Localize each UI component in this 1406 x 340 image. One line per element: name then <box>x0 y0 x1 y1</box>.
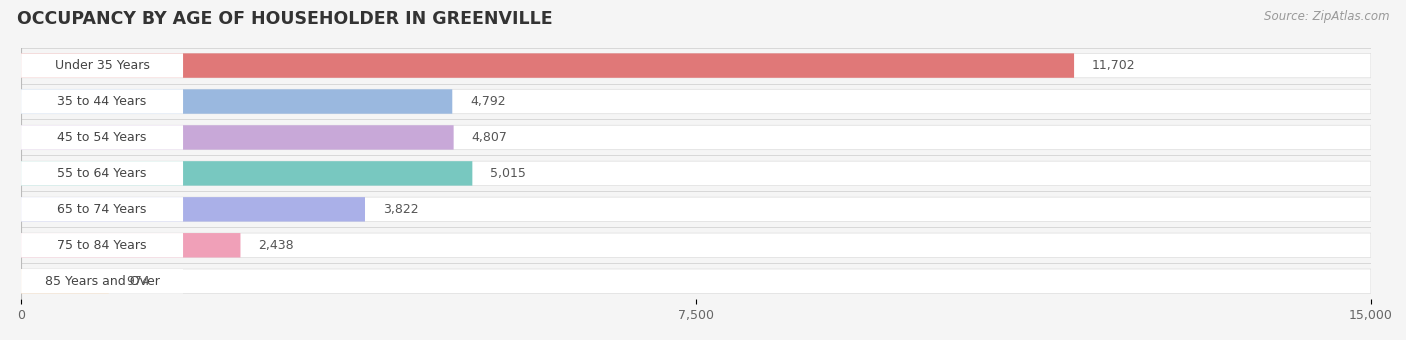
Text: 55 to 64 Years: 55 to 64 Years <box>58 167 146 180</box>
Text: 974: 974 <box>127 275 150 288</box>
Text: OCCUPANCY BY AGE OF HOUSEHOLDER IN GREENVILLE: OCCUPANCY BY AGE OF HOUSEHOLDER IN GREEN… <box>17 10 553 28</box>
Text: 65 to 74 Years: 65 to 74 Years <box>58 203 146 216</box>
Text: 85 Years and Over: 85 Years and Over <box>45 275 159 288</box>
Text: 45 to 54 Years: 45 to 54 Years <box>58 131 146 144</box>
Text: 35 to 44 Years: 35 to 44 Years <box>58 95 146 108</box>
FancyBboxPatch shape <box>21 233 1371 257</box>
FancyBboxPatch shape <box>21 269 183 293</box>
Text: 5,015: 5,015 <box>491 167 526 180</box>
Text: 4,807: 4,807 <box>471 131 508 144</box>
FancyBboxPatch shape <box>21 125 454 150</box>
FancyBboxPatch shape <box>21 89 183 114</box>
Text: Under 35 Years: Under 35 Years <box>55 59 149 72</box>
FancyBboxPatch shape <box>21 269 1371 293</box>
FancyBboxPatch shape <box>21 53 183 78</box>
FancyBboxPatch shape <box>21 53 1074 78</box>
Text: Source: ZipAtlas.com: Source: ZipAtlas.com <box>1264 10 1389 23</box>
FancyBboxPatch shape <box>21 53 1371 78</box>
FancyBboxPatch shape <box>21 125 183 150</box>
FancyBboxPatch shape <box>21 197 366 222</box>
FancyBboxPatch shape <box>21 233 183 257</box>
Text: 3,822: 3,822 <box>382 203 419 216</box>
FancyBboxPatch shape <box>21 161 183 186</box>
FancyBboxPatch shape <box>21 89 1371 114</box>
Text: 2,438: 2,438 <box>259 239 294 252</box>
Text: 4,792: 4,792 <box>470 95 506 108</box>
Text: 11,702: 11,702 <box>1092 59 1136 72</box>
FancyBboxPatch shape <box>21 233 240 257</box>
FancyBboxPatch shape <box>21 197 1371 222</box>
FancyBboxPatch shape <box>21 89 453 114</box>
FancyBboxPatch shape <box>21 161 1371 186</box>
FancyBboxPatch shape <box>21 197 183 222</box>
FancyBboxPatch shape <box>21 125 1371 150</box>
FancyBboxPatch shape <box>21 161 472 186</box>
FancyBboxPatch shape <box>21 269 108 293</box>
Text: 75 to 84 Years: 75 to 84 Years <box>58 239 146 252</box>
